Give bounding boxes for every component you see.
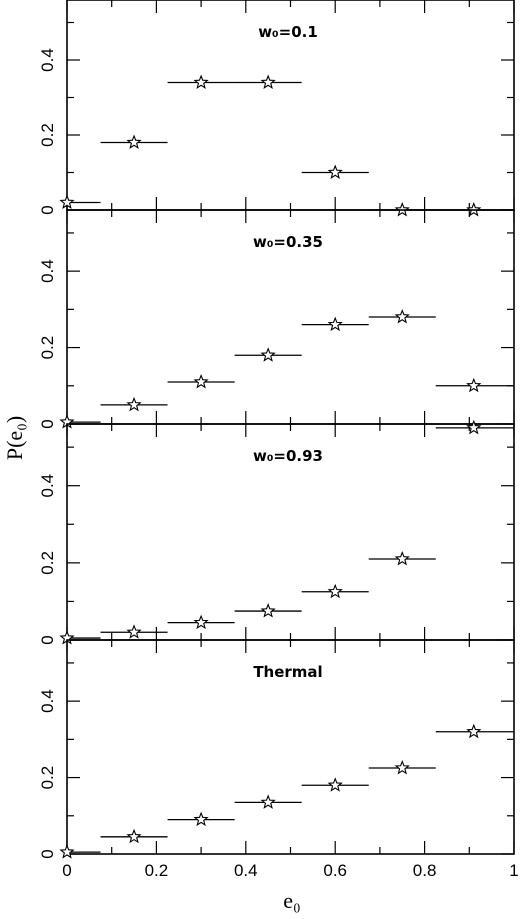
panel-label: Thermal	[253, 663, 322, 681]
data-point-star	[126, 828, 142, 844]
y-tick-label: 0.4	[38, 48, 57, 72]
data-point-star	[466, 377, 482, 393]
data-point-star	[327, 583, 343, 599]
data-point-star	[260, 347, 276, 362]
data-point-star	[327, 777, 343, 792]
data-point-star	[193, 811, 209, 827]
y-tick-label: 0.2	[38, 336, 57, 360]
y-tick-label: 0	[38, 205, 57, 214]
data-point-star	[466, 419, 482, 435]
panel-2: 0 0.2 0.4 w₀=0.35	[38, 209, 515, 429]
y-tick-label: 0	[38, 419, 57, 428]
panel-label: w₀=0.35	[253, 233, 323, 251]
data-point-star	[59, 194, 75, 209]
data-point-star	[193, 614, 209, 630]
data-point-star	[394, 308, 410, 324]
y-tick-label: 0	[38, 635, 57, 644]
x-tick-label: 0	[62, 861, 71, 880]
data-point-star	[126, 396, 142, 412]
data-point-star	[126, 134, 142, 149]
data-point-star	[193, 373, 209, 389]
y-tick-label: 0.4	[38, 689, 57, 713]
panel-3: 0 0.2 0.4 w₀=0.93	[38, 419, 515, 645]
data-point-star	[327, 164, 343, 179]
x-tick-label: 0.2	[145, 861, 169, 880]
panels-group: 0 0.2 0.4 w₀=0.1 0 0.2 0.4 w₀=0.35 0 0.2 0.4 w₀=0.9…	[38, 0, 515, 859]
y-tick-label: 0.2	[38, 123, 57, 147]
data-point-star	[260, 74, 276, 89]
data-point-star	[59, 844, 75, 859]
data-point-star	[260, 603, 276, 618]
panel-label: w₀=0.1	[258, 23, 318, 41]
y-axis-label: P(e₀)	[2, 416, 27, 460]
x-tick-label: 0.8	[413, 861, 437, 880]
data-point-star	[126, 624, 142, 639]
panel-4: 0 0.2 0.4 Thermal	[38, 639, 515, 859]
y-tick-label: 0.2	[38, 766, 57, 790]
data-point-star	[466, 723, 482, 739]
y-tick-label: 0.4	[38, 259, 57, 283]
x-axis-label: e₀	[283, 888, 300, 913]
panel-1: 0 0.2 0.4 w₀=0.1	[38, 0, 515, 217]
data-point-star	[327, 316, 343, 332]
panel-label: w₀=0.93	[253, 447, 323, 465]
y-tick-label: 0	[38, 849, 57, 858]
x-tick-label: 0.6	[323, 861, 347, 880]
y-tick-label: 0.2	[38, 551, 57, 575]
y-tick-label: 0.4	[38, 474, 57, 498]
x-tick-label: 0.4	[234, 861, 258, 880]
data-point-star	[394, 550, 410, 566]
data-point-star	[193, 74, 209, 89]
x-tick-label: 1	[509, 861, 518, 880]
data-point-star	[260, 794, 276, 809]
data-point-star	[394, 760, 410, 775]
x-tick-labels: 0 0.2 0.4 0.6 0.8 1	[62, 861, 518, 880]
